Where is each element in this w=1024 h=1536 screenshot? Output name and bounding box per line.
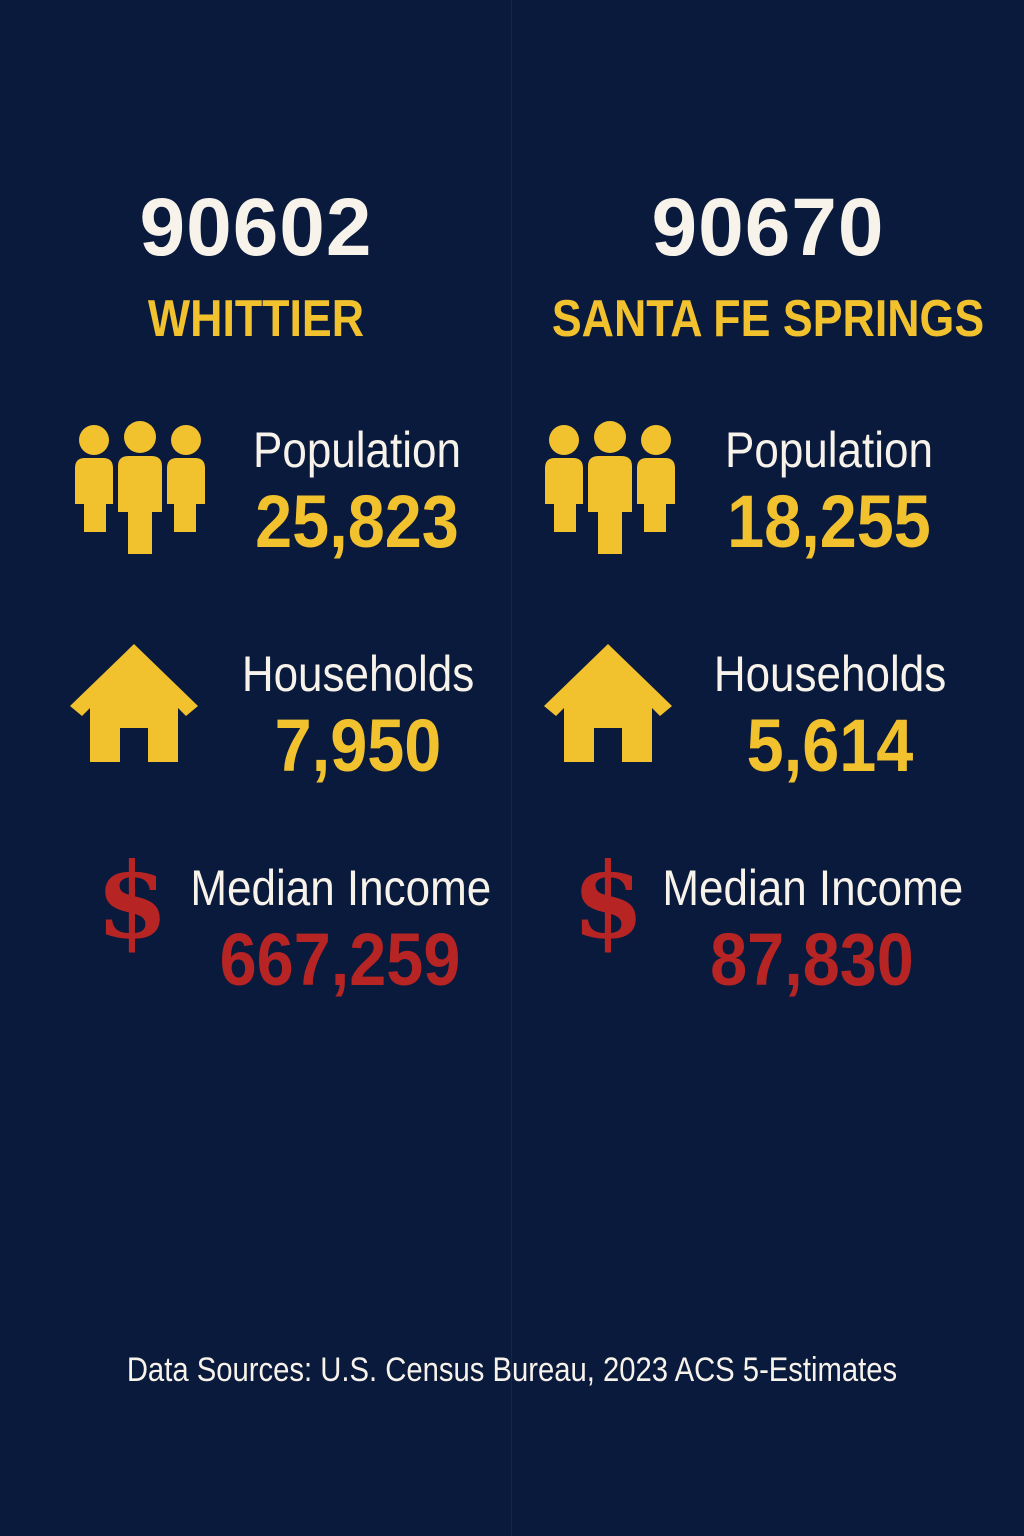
median-income-value: 87,830 xyxy=(710,918,914,1001)
dollar-icon: $ xyxy=(96,839,169,962)
median-income-value: 667,259 xyxy=(219,918,461,1001)
median-income-stat: Median Income 87,830 xyxy=(642,858,982,1002)
median-income-stat: Median Income 667,259 xyxy=(170,858,510,1002)
population-value: 18,255 xyxy=(727,480,931,563)
people-icon xyxy=(75,421,205,554)
population-stat: Population 25,823 xyxy=(212,420,502,564)
zip-panel-90602: 90602 WHITTIER Population 25,823 Househo… xyxy=(70,182,510,1002)
zip-code: 90670 xyxy=(651,182,885,273)
population-label: Population xyxy=(253,422,461,478)
zip-code: 90602 xyxy=(139,182,373,273)
households-value: 7,950 xyxy=(274,704,442,787)
population-value: 25,823 xyxy=(255,480,459,563)
data-source-footer: Data Sources: U.S. Census Bureau, 2023 A… xyxy=(126,1351,898,1389)
city-name: SANTA FE SPRINGS xyxy=(551,290,985,348)
median-income-label: Median Income xyxy=(662,860,964,916)
column-divider xyxy=(511,0,512,1536)
households-stat: Households 5,614 xyxy=(680,644,980,788)
zip-panel-90670: 90670 SANTA FE SPRINGS Population 18,255… xyxy=(512,0,1024,1536)
house-icon xyxy=(544,644,672,762)
households-label: Households xyxy=(713,646,947,702)
households-value: 5,614 xyxy=(746,704,914,787)
households-stat: Households 7,950 xyxy=(208,644,508,788)
population-stat: Population 18,255 xyxy=(684,420,974,564)
median-income-label: Median Income xyxy=(190,860,492,916)
households-label: Households xyxy=(241,646,475,702)
people-icon xyxy=(545,421,675,554)
population-label: Population xyxy=(725,422,933,478)
dollar-icon: $ xyxy=(572,839,645,962)
house-icon xyxy=(70,644,198,762)
city-name: WHITTIER xyxy=(147,290,365,348)
